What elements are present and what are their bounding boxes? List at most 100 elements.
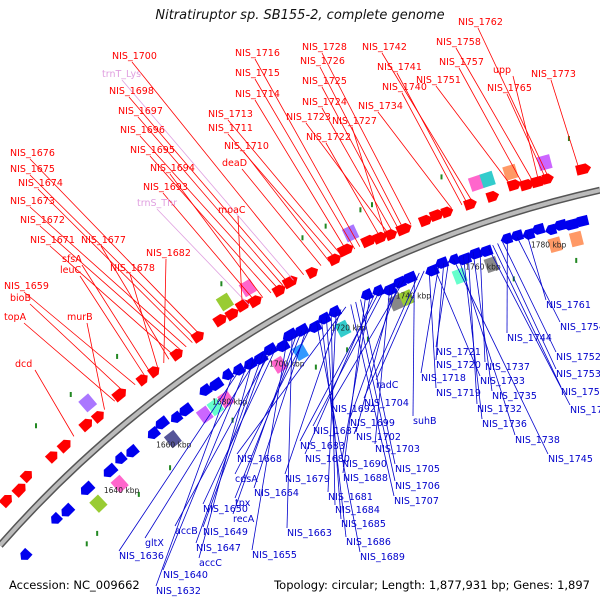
gene-label[interactable]: NIS_1677 <box>81 235 126 246</box>
gene-label[interactable]: NIS_1700 <box>112 51 157 62</box>
gene-label[interactable]: suhB <box>413 416 437 427</box>
gene-label[interactable]: NIS_1659 <box>4 281 49 292</box>
gene-label[interactable]: bioB <box>10 293 31 304</box>
gene-label[interactable]: sfsA <box>62 254 82 265</box>
gene-label[interactable]: NIS_1636 <box>119 551 164 562</box>
gene-label[interactable]: NIS_1675 <box>10 164 55 175</box>
gene-label[interactable]: NIS_1736 <box>482 419 527 430</box>
gene-label[interactable]: NIS_1718 <box>421 373 466 384</box>
gene-label[interactable]: deaD <box>222 158 247 169</box>
gene-label[interactable]: NIS_1745 <box>548 454 593 465</box>
gene-label[interactable]: NIS_1715 <box>235 68 280 79</box>
gene-label[interactable]: NIS_1705 <box>395 464 440 475</box>
gene-label[interactable]: NIS_1720 <box>436 360 481 371</box>
gene-label[interactable]: NIS_1678 <box>110 263 155 274</box>
gene-label[interactable]: NIS_1692 <box>331 404 376 415</box>
gene-label[interactable]: NIS_1676 <box>10 148 55 159</box>
gene-label[interactable]: NIS_1737 <box>485 362 530 373</box>
gene-label[interactable]: NIS_1742 <box>362 42 407 53</box>
gene-label[interactable]: NIS_1727 <box>332 116 377 127</box>
gene-label[interactable]: moaC <box>218 205 246 216</box>
gene-label[interactable]: NIS_1762 <box>458 17 503 28</box>
gene-label[interactable]: NIS_1697 <box>118 106 163 117</box>
gene-label[interactable]: NIS_1732 <box>477 404 522 415</box>
gene-label[interactable]: NIS_1679 <box>285 474 330 485</box>
gene-label[interactable]: NIS_1724 <box>302 97 347 108</box>
gene-label[interactable]: NIS_1714 <box>235 89 280 100</box>
gene-label[interactable]: NIS_1680 <box>305 454 350 465</box>
gene-label[interactable]: NIS_1734 <box>358 101 403 112</box>
gene-label[interactable]: NIS_1688 <box>343 473 388 484</box>
gene-label[interactable]: NIS_1726 <box>300 56 345 67</box>
gene-label[interactable]: NIS_1694 <box>150 163 195 174</box>
gene-label[interactable]: NIS_1690 <box>342 459 387 470</box>
gene-label[interactable]: NIS_1689 <box>360 552 405 563</box>
gene-label[interactable]: NIS_1663 <box>287 528 332 539</box>
gene-label[interactable]: NIS_1698 <box>109 86 154 97</box>
gene-label[interactable]: cdsA <box>235 474 258 485</box>
gene-label[interactable]: NIS_1753 <box>556 369 600 380</box>
gene-label[interactable]: NIS_1671 <box>30 235 75 246</box>
gene-label[interactable]: NIS_1756 <box>570 405 600 416</box>
gene-label[interactable]: leuC <box>60 265 82 276</box>
gene-label[interactable]: NIS_1710 <box>224 141 269 152</box>
gene-label[interactable]: NIS_1755 <box>561 387 600 398</box>
gene-label[interactable]: NIS_1725 <box>302 76 347 87</box>
gene-label[interactable]: trnT_Lys <box>102 69 141 80</box>
gene-label[interactable]: NIS_1735 <box>492 391 537 402</box>
gene-label[interactable]: NIS_1687 <box>313 426 358 437</box>
gene-label[interactable]: NIS_1682 <box>146 248 191 259</box>
gene-label[interactable]: NIS_1686 <box>346 537 391 548</box>
gene-label[interactable]: murB <box>67 312 93 323</box>
gene-label[interactable]: NIS_1719 <box>436 388 481 399</box>
gene-label[interactable]: NIS_1757 <box>439 57 484 68</box>
gene-label[interactable]: NIS_1704 <box>364 398 409 409</box>
gene-label[interactable]: NIS_1696 <box>120 125 165 136</box>
gene-label[interactable]: accC <box>199 558 222 569</box>
gene-label[interactable]: NIS_1738 <box>515 435 560 446</box>
gene-label[interactable]: NIS_1649 <box>203 527 248 538</box>
gene-label[interactable]: NIS_1716 <box>235 48 280 59</box>
gene-label[interactable]: tpx <box>235 498 251 509</box>
gene-label[interactable]: NIS_1711 <box>208 123 253 134</box>
gene-label[interactable]: NIS_1632 <box>156 586 201 597</box>
gene-label[interactable]: gltX <box>145 538 164 549</box>
gene-label[interactable]: NIS_1728 <box>302 42 347 53</box>
gene-label[interactable]: NIS_1740 <box>382 82 427 93</box>
gene-label[interactable]: NIS_1758 <box>436 37 481 48</box>
gene-label[interactable]: NIS_1640 <box>163 570 208 581</box>
gene-label[interactable]: NIS_1664 <box>254 488 299 499</box>
gene-label[interactable]: NIS_1713 <box>208 109 253 120</box>
gene-label[interactable]: NIS_1744 <box>507 333 552 344</box>
gene-label[interactable]: recA <box>233 514 255 525</box>
gene-label[interactable]: NIS_1685 <box>341 519 386 530</box>
gene-label[interactable]: NIS_1673 <box>10 196 55 207</box>
gene-label[interactable]: trnS_Thr <box>137 198 177 209</box>
gene-label[interactable]: NIS_1754 <box>560 322 600 333</box>
gene-label[interactable]: NIS_1703 <box>375 444 420 455</box>
gene-label[interactable]: NIS_1695 <box>130 145 175 156</box>
gene-label[interactable]: NIS_1707 <box>394 496 439 507</box>
gene-label[interactable]: NIS_1761 <box>546 300 591 311</box>
gene-label[interactable]: NIS_1672 <box>20 215 65 226</box>
gene-label[interactable]: NIS_1765 <box>487 83 532 94</box>
gene-label[interactable]: NIS_1702 <box>356 432 401 443</box>
gene-label[interactable]: NIS_1751 <box>416 75 461 86</box>
gene-label[interactable]: topA <box>4 312 27 323</box>
gene-label[interactable]: NIS_1650 <box>203 504 248 515</box>
gene-label[interactable]: NIS_1681 <box>328 492 373 503</box>
gene-label[interactable]: NIS_1684 <box>335 505 380 516</box>
gene-label[interactable]: NIS_1655 <box>252 550 297 561</box>
gene-label[interactable]: NIS_1699 <box>350 418 395 429</box>
gene-label[interactable]: dcd <box>15 359 32 370</box>
gene-label[interactable]: NIS_1723 <box>286 112 331 123</box>
gene-label[interactable]: radC <box>376 380 399 391</box>
gene-label[interactable]: upp <box>493 65 511 76</box>
gene-label[interactable]: NIS_1721 <box>436 347 481 358</box>
gene-label[interactable]: NIS_1773 <box>531 69 576 80</box>
gene-label[interactable]: NIS_1647 <box>196 543 241 554</box>
gene-label[interactable]: NIS_1706 <box>395 481 440 492</box>
gene-label[interactable]: NIS_1693 <box>143 182 188 193</box>
gene-label[interactable]: NIS_1668 <box>237 454 282 465</box>
